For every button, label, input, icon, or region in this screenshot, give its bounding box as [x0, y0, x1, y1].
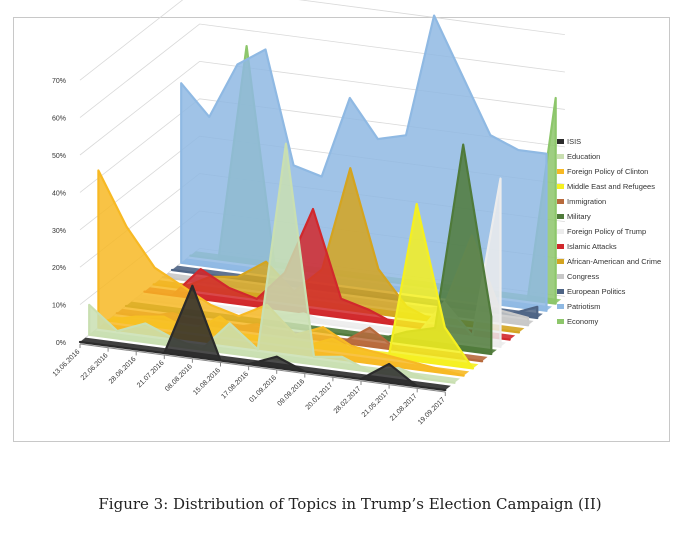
- legend-swatch: [557, 199, 564, 204]
- x-tick-label: 22.06.2016: [80, 352, 110, 382]
- legend-item: Foreign Policy of Clinton: [557, 167, 648, 176]
- legend-swatch: [557, 304, 564, 309]
- x-tick-label: 21.05.2017: [361, 389, 391, 419]
- y-tick-label: 10%: [52, 303, 66, 310]
- gridline: [79, 23, 565, 118]
- y-tick-label: 30%: [52, 228, 66, 235]
- legend-item: Immigration: [557, 197, 606, 206]
- legend-swatch: [557, 289, 564, 294]
- legend-label: Education: [567, 152, 601, 161]
- legend-swatch: [557, 259, 564, 264]
- y-tick-label: 60%: [52, 116, 66, 123]
- legend-swatch: [557, 169, 564, 174]
- legend-label: Immigration: [567, 197, 607, 206]
- y-tick-label: 0%: [56, 340, 66, 347]
- legend-swatch: [557, 229, 564, 234]
- legend-item: European Politics: [557, 287, 625, 296]
- x-tick-label: 20.01.2017: [305, 382, 335, 412]
- x-tick-label: 13.06.2016: [52, 348, 82, 378]
- legend-label: ISIS: [567, 137, 582, 146]
- legend-item: Patriotism: [557, 302, 600, 311]
- legend-label: Foreign Policy of Clinton: [567, 167, 649, 176]
- legend-item: Foreign Policy of Trump: [557, 227, 646, 236]
- x-tick-label: 21.07.2016: [136, 359, 166, 389]
- legend-label: Middle East and Refugees: [567, 182, 655, 191]
- legend-swatch: [557, 319, 564, 324]
- x-tick-label: 19.09.2017: [417, 396, 447, 426]
- legend-item: African-American and Crime: [557, 257, 661, 266]
- legend-label: Military: [567, 212, 591, 221]
- series-area-education: [88, 142, 456, 384]
- legend-item: Education: [557, 152, 600, 161]
- legend-swatch: [557, 214, 564, 219]
- y-tick-label: 40%: [52, 190, 66, 197]
- x-tick-label: 28.06.2016: [108, 356, 138, 386]
- y-tick-label: 50%: [52, 153, 66, 160]
- x-tick-label: 15.08.2016: [192, 367, 222, 397]
- y-tick-label: 70%: [52, 78, 66, 85]
- legend-label: Congress: [567, 272, 600, 281]
- x-tick-label: 01.09.2016: [248, 374, 278, 404]
- legend-swatch: [557, 139, 564, 144]
- figure-frame: [13, 17, 670, 442]
- legend-swatch: [557, 244, 564, 249]
- legend-label: European Politics: [567, 287, 626, 296]
- x-tick-label: 08.08.2016: [164, 363, 194, 393]
- legend-swatch: [557, 184, 564, 189]
- legend-label: Islamic Attacks: [567, 242, 617, 251]
- legend-swatch: [557, 274, 564, 279]
- legend-item: Economy: [557, 317, 598, 326]
- gridline: [79, 0, 565, 81]
- series-area-isis: [78, 284, 447, 392]
- legend-swatch: [557, 154, 564, 159]
- x-tick-label: 17.08.2016: [220, 371, 250, 401]
- legend-item: ISIS: [557, 137, 581, 146]
- legend-item: Middle East and Refugees: [557, 182, 655, 191]
- legend-label: Foreign Policy of Trump: [567, 227, 647, 236]
- y-tick-label: 20%: [52, 265, 66, 272]
- x-tick-label: 21.08.2017: [389, 393, 419, 423]
- x-axis: [79, 343, 446, 393]
- legend-item: Military: [557, 212, 591, 221]
- legend-label: Patriotism: [567, 302, 601, 311]
- legend-label: African-American and Crime: [567, 257, 662, 266]
- legend-item: Congress: [557, 272, 599, 281]
- figure-caption: Figure 3: Distribution of Topics in Trum…: [98, 495, 602, 513]
- legend-label: Economy: [567, 317, 599, 326]
- legend-item: Islamic Attacks: [557, 242, 617, 251]
- x-tick-label: 09.09.2016: [276, 378, 306, 408]
- x-tick-label: 28.02.2017: [333, 385, 363, 415]
